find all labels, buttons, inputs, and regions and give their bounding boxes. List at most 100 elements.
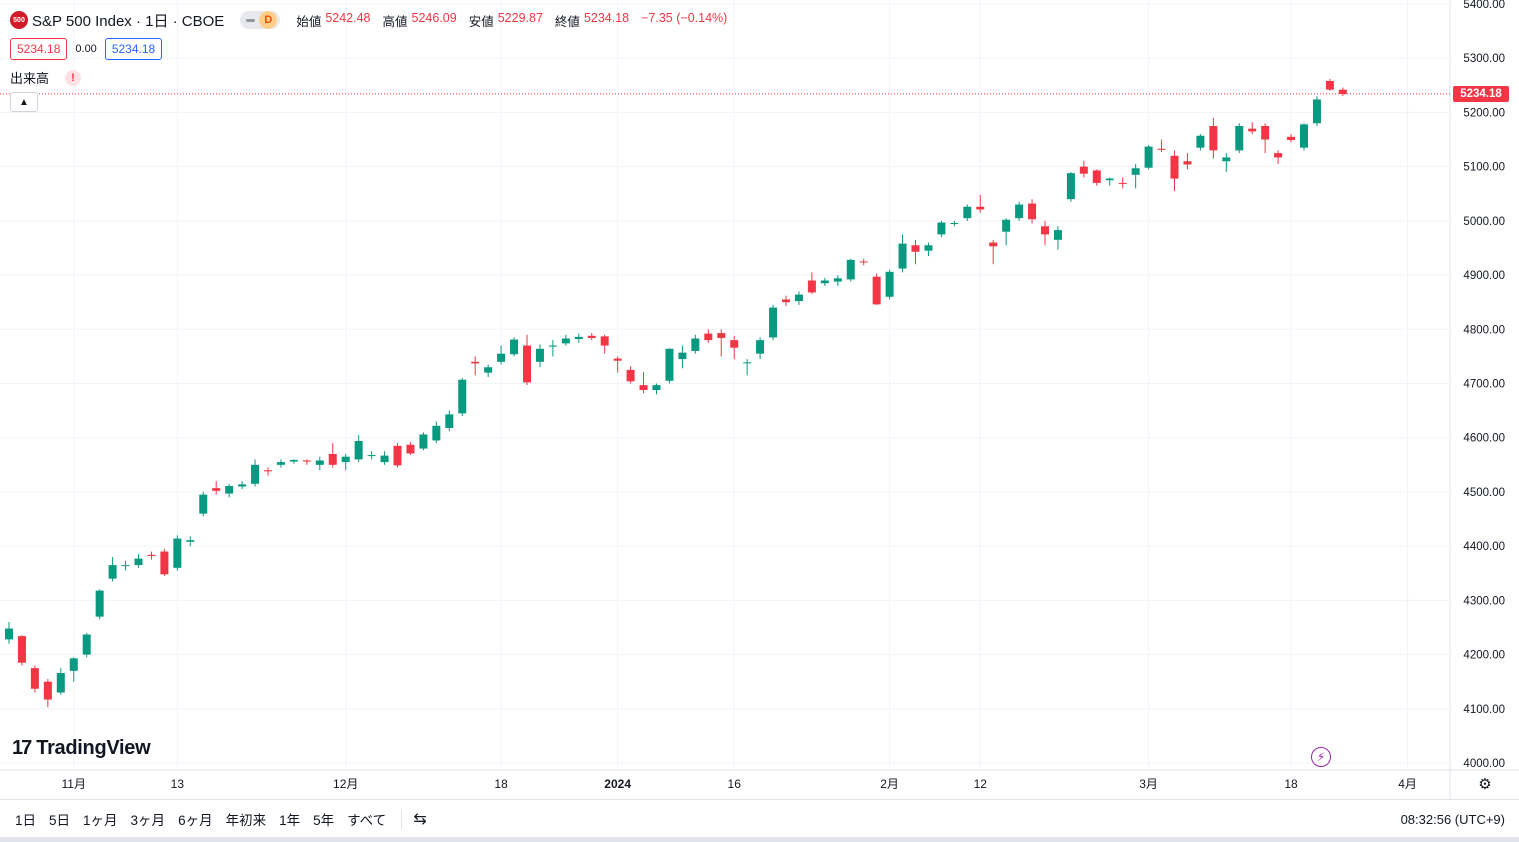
collapse-legend-button[interactable]: ▲ [10, 92, 38, 112]
candle[interactable] [121, 560, 130, 571]
candle[interactable] [678, 345, 687, 369]
candle[interactable] [820, 277, 829, 286]
candle[interactable] [665, 348, 674, 384]
candle[interactable] [924, 242, 933, 257]
candle[interactable] [341, 453, 350, 471]
candle[interactable] [134, 554, 143, 568]
candle[interactable] [652, 383, 661, 395]
candle[interactable] [497, 345, 506, 365]
candle[interactable] [807, 272, 816, 295]
candle[interactable] [328, 443, 337, 468]
candle[interactable] [1105, 177, 1114, 186]
candle[interactable] [264, 467, 272, 476]
calendar-goto-icon[interactable]: ⇆ [413, 811, 427, 828]
volume-indicator[interactable]: 出来高 ! [10, 68, 82, 87]
candle[interactable] [406, 442, 415, 456]
candle[interactable] [289, 459, 298, 464]
range-button-1m[interactable]: 1ヶ月 [83, 813, 118, 828]
candle[interactable] [1015, 201, 1024, 221]
candle[interactable] [1338, 87, 1347, 97]
range-button-5y[interactable]: 5年 [313, 813, 335, 828]
candle[interactable] [782, 295, 790, 306]
candle[interactable] [393, 443, 402, 468]
candle[interactable] [794, 291, 803, 305]
warning-icon[interactable]: ! [65, 69, 82, 86]
candle[interactable] [730, 335, 739, 360]
candle[interactable] [1300, 123, 1308, 151]
candle[interactable] [1066, 172, 1075, 202]
candle[interactable] [17, 635, 26, 666]
candle[interactable] [302, 459, 311, 465]
symbol-title[interactable]: S&P 500 Index · 1日 · CBOE [32, 12, 225, 30]
candle[interactable] [885, 269, 894, 300]
candle[interactable] [1092, 169, 1101, 186]
candle[interactable] [911, 239, 920, 265]
candle[interactable] [160, 548, 169, 576]
candle[interactable] [587, 333, 596, 341]
candle[interactable] [1196, 134, 1205, 151]
candle[interactable] [600, 334, 609, 354]
candle[interactable] [30, 665, 39, 693]
candle[interactable] [613, 356, 622, 373]
candle[interactable] [173, 535, 182, 571]
candle[interactable] [535, 344, 544, 368]
candle[interactable] [1028, 199, 1037, 224]
candle[interactable] [1118, 177, 1127, 189]
candle[interactable] [1053, 226, 1062, 250]
tradingview-logo[interactable]: 17 TradingView [12, 737, 151, 760]
candle[interactable] [626, 366, 635, 384]
candle[interactable] [833, 275, 842, 286]
candle[interactable] [1248, 122, 1257, 135]
candle[interactable] [717, 329, 726, 357]
candle[interactable] [225, 483, 234, 498]
candle[interactable] [898, 234, 907, 273]
candle[interactable] [1209, 117, 1218, 159]
candle[interactable] [989, 239, 998, 265]
candle[interactable] [186, 536, 195, 547]
candle[interactable] [937, 220, 946, 238]
candle[interactable] [1235, 123, 1244, 154]
candle[interactable] [756, 337, 765, 360]
candlestick-chart[interactable]: 4000.00 4100.00 4200.00 4300.00 4400.00 4500.… [0, 0, 1519, 800]
candle[interactable] [458, 378, 467, 417]
candle[interactable] [432, 421, 441, 444]
range-button-ytd[interactable]: 年初来 [225, 813, 267, 828]
candle[interactable] [1002, 218, 1011, 246]
candle[interactable] [1287, 134, 1296, 143]
candle[interactable] [639, 372, 648, 394]
range-button-all[interactable]: すべて [347, 813, 387, 828]
buy-price-box[interactable]: 5234.18 [104, 38, 163, 60]
candle[interactable] [354, 435, 363, 463]
candle[interactable] [251, 459, 260, 487]
range-button-5d[interactable]: 5日 [49, 813, 71, 828]
candle[interactable] [691, 334, 700, 354]
range-button-1y[interactable]: 1年 [279, 813, 301, 828]
candle[interactable] [872, 273, 881, 305]
candle[interactable] [1157, 139, 1166, 153]
candle[interactable] [523, 334, 531, 386]
candle[interactable] [419, 432, 428, 451]
range-button-1d[interactable]: 1日 [15, 813, 37, 828]
candle[interactable] [199, 491, 208, 517]
candle[interactable] [82, 632, 91, 658]
candle[interactable] [510, 337, 519, 357]
candle[interactable] [1079, 160, 1088, 178]
candle[interactable] [380, 451, 389, 465]
sell-price-box[interactable]: 5234.18 [10, 38, 68, 60]
candle[interactable] [743, 359, 752, 376]
candle[interactable] [704, 329, 713, 343]
candle[interactable] [950, 220, 959, 227]
candle[interactable] [1041, 220, 1049, 246]
chart-mode-toggle[interactable]: D [240, 11, 281, 29]
candle[interactable] [484, 364, 493, 377]
candle[interactable] [1131, 163, 1140, 189]
candle[interactable] [976, 194, 985, 213]
candle[interactable] [69, 657, 78, 682]
lightning-icon[interactable]: ⚡ [1311, 747, 1331, 767]
candle[interactable] [846, 258, 855, 282]
candle[interactable] [43, 678, 52, 708]
candle[interactable] [108, 556, 117, 582]
range-button-3m[interactable]: 3ヶ月 [130, 813, 166, 828]
candle[interactable] [548, 340, 557, 357]
candle[interactable] [963, 204, 972, 221]
